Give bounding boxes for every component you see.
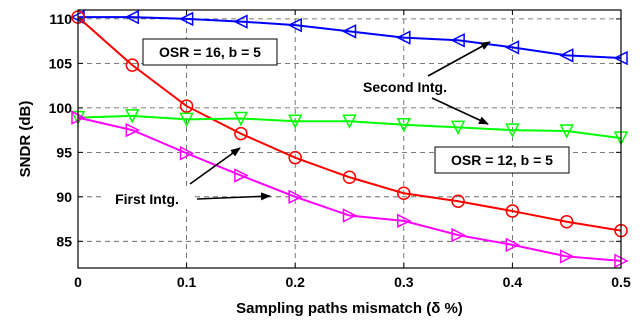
data-point-circle: [397, 186, 411, 201]
series-2: [70, 109, 629, 146]
y-tick-label: 90: [56, 189, 72, 205]
data-point-triangle-right: [397, 213, 412, 229]
y-tick-label: 100: [49, 100, 73, 116]
x-tick-label: 0.2: [285, 274, 305, 290]
data-point-circle: [125, 58, 140, 72]
data-point-triangle-down: [125, 109, 140, 124]
data-point-triangle-right: [125, 122, 140, 138]
arrow-second-intg-to-green: [431, 97, 489, 125]
data-point-circle: [179, 99, 194, 113]
annotation-box-osr16: [142, 38, 278, 66]
data-point-triangle-left: [559, 48, 574, 63]
data-point-circle: [505, 204, 520, 218]
x-tick-label: 0: [74, 274, 82, 290]
y-tick-label: 95: [56, 144, 72, 160]
annotation-osr16: OSR = 16, b = 5: [159, 44, 261, 60]
data-point-triangle-left: [178, 11, 194, 27]
annotation-arrows: [189, 41, 491, 201]
x-tick-label: 0.4: [503, 274, 523, 290]
arrow-second-intg-to-blue: [427, 41, 491, 77]
data-point-triangle-right: [505, 237, 521, 253]
data-point-triangle-down: [179, 112, 194, 128]
x-axis-label: Sampling paths mismatch (δ %): [236, 300, 463, 317]
annotation-box-osr12: [434, 146, 570, 174]
series-line: [78, 16, 622, 60]
data-point-triangle-down: [287, 114, 303, 129]
series-line: [77, 116, 622, 262]
arrow-first-intg-to-magenta: [196, 192, 271, 201]
axis-ticks: 0 0.1 0.2 0.3 0.4 0.5 85 90 95 100 105 110: [49, 10, 631, 290]
data-point-circle: [288, 150, 302, 165]
data-point-triangle-left: [287, 17, 302, 33]
data-point-triangle-right: [342, 208, 358, 223]
data-point-triangle-right: [288, 189, 303, 205]
annotations: OSR = 16, b = 5 OSR = 12, b = 5 Second I…: [101, 38, 570, 209]
y-tick-label: 105: [49, 55, 73, 71]
x-tick-label: 0.5: [611, 274, 631, 290]
data-point-triangle-left: [396, 30, 411, 45]
data-point-triangle-down: [396, 118, 412, 133]
data-point-triangle-right: [559, 249, 575, 264]
plot-frame: [77, 9, 622, 269]
x-tick-label: 0.3: [394, 274, 414, 290]
y-tick-label: 85: [56, 233, 72, 249]
x-tick-label: 0.1: [177, 274, 197, 290]
y-tick-label: 110: [49, 11, 72, 27]
data-point-triangle-down: [559, 124, 574, 139]
data-point-circle: [234, 126, 248, 141]
data-point-triangle-left: [124, 9, 140, 25]
data-point-triangle-down: [505, 123, 520, 138]
data-point-triangle-left: [341, 24, 357, 39]
data-point-triangle-down: [233, 111, 249, 127]
series-0: [70, 9, 628, 66]
data-point-circle: [342, 170, 357, 185]
data-point-circle: [451, 194, 465, 209]
annotation-bg-first-intg: [101, 189, 193, 209]
series-line: [77, 16, 622, 232]
y-axis-label: SNDR (dB): [17, 101, 34, 178]
annotation-first-intg: First Intg.: [115, 191, 179, 207]
data-point-triangle-right: [234, 168, 249, 183]
series-line: [77, 114, 622, 140]
annotation-bg-second-intg: [355, 77, 455, 97]
data-point-triangle-down: [450, 120, 466, 136]
data-point-triangle-left: [450, 33, 465, 48]
data-point-triangle-right: [179, 146, 195, 161]
annotation-second-intg: Second Intg.: [363, 79, 447, 95]
annotation-osr12: OSR = 12, b = 5: [451, 152, 553, 168]
data-point-triangle-right: [451, 227, 466, 243]
data-point-circle: [559, 214, 574, 229]
data-point-triangle-down: [342, 114, 357, 129]
data-point-triangle-left: [233, 14, 248, 29]
arrow-first-intg-to-red: [189, 147, 241, 185]
data-point-triangle-left: [504, 40, 520, 55]
